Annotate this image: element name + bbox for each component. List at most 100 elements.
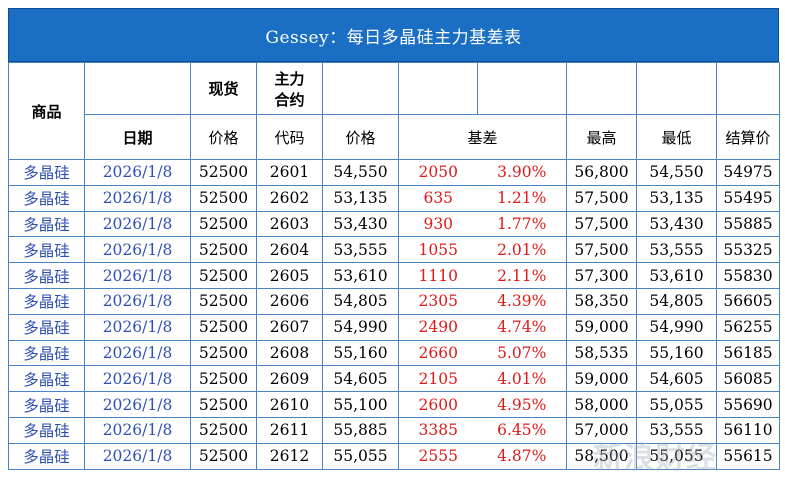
header-blank <box>477 62 567 115</box>
cell-price: 54,990 <box>322 313 399 341</box>
cell-date: 2026/1/8 <box>84 184 191 212</box>
cell-spot: 52500 <box>190 339 257 367</box>
table-row: 多晶硅 2026/1/8 52500 2607 54,990 2490 4.74% 59,00… <box>8 313 780 341</box>
header-spot: 现货 <box>190 62 257 115</box>
cell-basis: 2600 <box>398 391 478 418</box>
table-row: 多晶硅 2026/1/8 52500 2612 55,055 2555 4.87% 58,50… <box>8 442 780 470</box>
cell-settle: 55690 <box>716 391 780 418</box>
cell-basis: 2105 <box>398 365 478 393</box>
cell-product: 多晶硅 <box>8 365 85 393</box>
header-main-contract-line2: 合约 <box>274 90 305 109</box>
table-row: 多晶硅 2026/1/8 52500 2610 55,100 2600 4.95% 58,00… <box>8 391 780 418</box>
header-blank <box>84 62 191 115</box>
cell-price: 55,160 <box>322 339 399 367</box>
cell-code: 2606 <box>256 287 323 315</box>
cell-settle: 55885 <box>716 210 780 238</box>
cell-high: 58,350 <box>566 287 637 315</box>
cell-basis-pct: 3.90% <box>477 159 567 186</box>
cell-basis: 1110 <box>398 262 478 289</box>
cell-price: 55,055 <box>322 442 399 470</box>
basis-table-sheet: Gessey：每日多晶硅主力基差表 商品 现货 主力 合约 <box>8 8 780 476</box>
header-low: 最低 <box>636 114 717 160</box>
cell-basis: 635 <box>398 184 478 212</box>
cell-date: 2026/1/8 <box>84 236 191 264</box>
cell-code: 2603 <box>256 210 323 238</box>
cell-spot: 52500 <box>190 391 257 418</box>
cell-price: 54,805 <box>322 287 399 315</box>
cell-basis-pct: 4.74% <box>477 313 567 341</box>
cell-low: 54,990 <box>636 313 717 341</box>
cell-spot: 52500 <box>190 416 257 444</box>
cell-settle: 55615 <box>716 442 780 470</box>
cell-date: 2026/1/8 <box>84 287 191 315</box>
cell-low: 55,055 <box>636 442 717 470</box>
cell-basis-pct: 1.77% <box>477 210 567 238</box>
cell-price: 53,430 <box>322 210 399 238</box>
cell-code: 2610 <box>256 391 323 418</box>
cell-basis: 2305 <box>398 287 478 315</box>
cell-low: 53,555 <box>636 236 717 264</box>
cell-basis-pct: 5.07% <box>477 339 567 367</box>
cell-price: 54,605 <box>322 365 399 393</box>
cell-code: 2602 <box>256 184 323 212</box>
table-row: 多晶硅 2026/1/8 52500 2604 53,555 1055 2.01% 57,50… <box>8 236 780 264</box>
cell-product: 多晶硅 <box>8 287 85 315</box>
cell-basis: 2490 <box>398 313 478 341</box>
cell-price: 55,885 <box>322 416 399 444</box>
cell-spot: 52500 <box>190 210 257 238</box>
cell-price: 53,610 <box>322 262 399 289</box>
cell-code: 2612 <box>256 442 323 470</box>
table-row: 多晶硅 2026/1/8 52500 2609 54,605 2105 4.01% 59,00… <box>8 365 780 393</box>
cell-settle: 56255 <box>716 313 780 341</box>
cell-spot: 52500 <box>190 184 257 212</box>
table-row: 多晶硅 2026/1/8 52500 2601 54,550 2050 3.90% 56,80… <box>8 159 780 186</box>
cell-high: 57,500 <box>566 236 637 264</box>
cell-code: 2601 <box>256 159 323 186</box>
cell-low: 54,605 <box>636 365 717 393</box>
cell-basis-pct: 4.87% <box>477 442 567 470</box>
header-row-2: 日期 价格 代码 价格 基差 最高 最低 结算价 <box>9 114 780 160</box>
cell-date: 2026/1/8 <box>84 339 191 367</box>
cell-high: 57,000 <box>566 416 637 444</box>
cell-date: 2026/1/8 <box>84 365 191 393</box>
cell-low: 53,610 <box>636 262 717 289</box>
header-blank <box>398 62 478 115</box>
cell-spot: 52500 <box>190 365 257 393</box>
cell-settle: 56605 <box>716 287 780 315</box>
cell-basis-pct: 4.39% <box>477 287 567 315</box>
cell-spot: 52500 <box>190 159 257 186</box>
cell-product: 多晶硅 <box>8 184 85 212</box>
header-blank <box>566 62 637 115</box>
cell-settle: 56085 <box>716 365 780 393</box>
basis-table: 商品 现货 主力 合约 日期 价格 代码 价格 基差 最高 <box>8 62 780 470</box>
table-row: 多晶硅 2026/1/8 52500 2602 53,135 635 1.21% 57,500… <box>8 184 780 212</box>
cell-date: 2026/1/8 <box>84 159 191 186</box>
cell-basis: 3385 <box>398 416 478 444</box>
cell-price: 53,555 <box>322 236 399 264</box>
cell-date: 2026/1/8 <box>84 416 191 444</box>
cell-basis: 2660 <box>398 339 478 367</box>
cell-settle: 56110 <box>716 416 780 444</box>
cell-price: 53,135 <box>322 184 399 212</box>
cell-basis: 1055 <box>398 236 478 264</box>
header-blank <box>636 62 717 115</box>
cell-settle: 55495 <box>716 184 780 212</box>
table-row: 多晶硅 2026/1/8 52500 2608 55,160 2660 5.07% 58,53… <box>8 339 780 367</box>
cell-low: 54,550 <box>636 159 717 186</box>
cell-product: 多晶硅 <box>8 236 85 264</box>
cell-spot: 52500 <box>190 442 257 470</box>
cell-product: 多晶硅 <box>8 159 85 186</box>
header-basis: 基差 <box>398 114 567 160</box>
cell-product: 多晶硅 <box>8 391 85 418</box>
cell-settle: 54975 <box>716 159 780 186</box>
cell-basis-pct: 6.45% <box>477 416 567 444</box>
cell-product: 多晶硅 <box>8 210 85 238</box>
cell-product: 多晶硅 <box>8 262 85 289</box>
cell-code: 2611 <box>256 416 323 444</box>
cell-date: 2026/1/8 <box>84 442 191 470</box>
cell-settle: 55325 <box>716 236 780 264</box>
table-row: 多晶硅 2026/1/8 52500 2603 53,430 930 1.77% 57,500… <box>8 210 780 238</box>
cell-high: 56,800 <box>566 159 637 186</box>
cell-settle: 55830 <box>716 262 780 289</box>
cell-basis-pct: 4.95% <box>477 391 567 418</box>
